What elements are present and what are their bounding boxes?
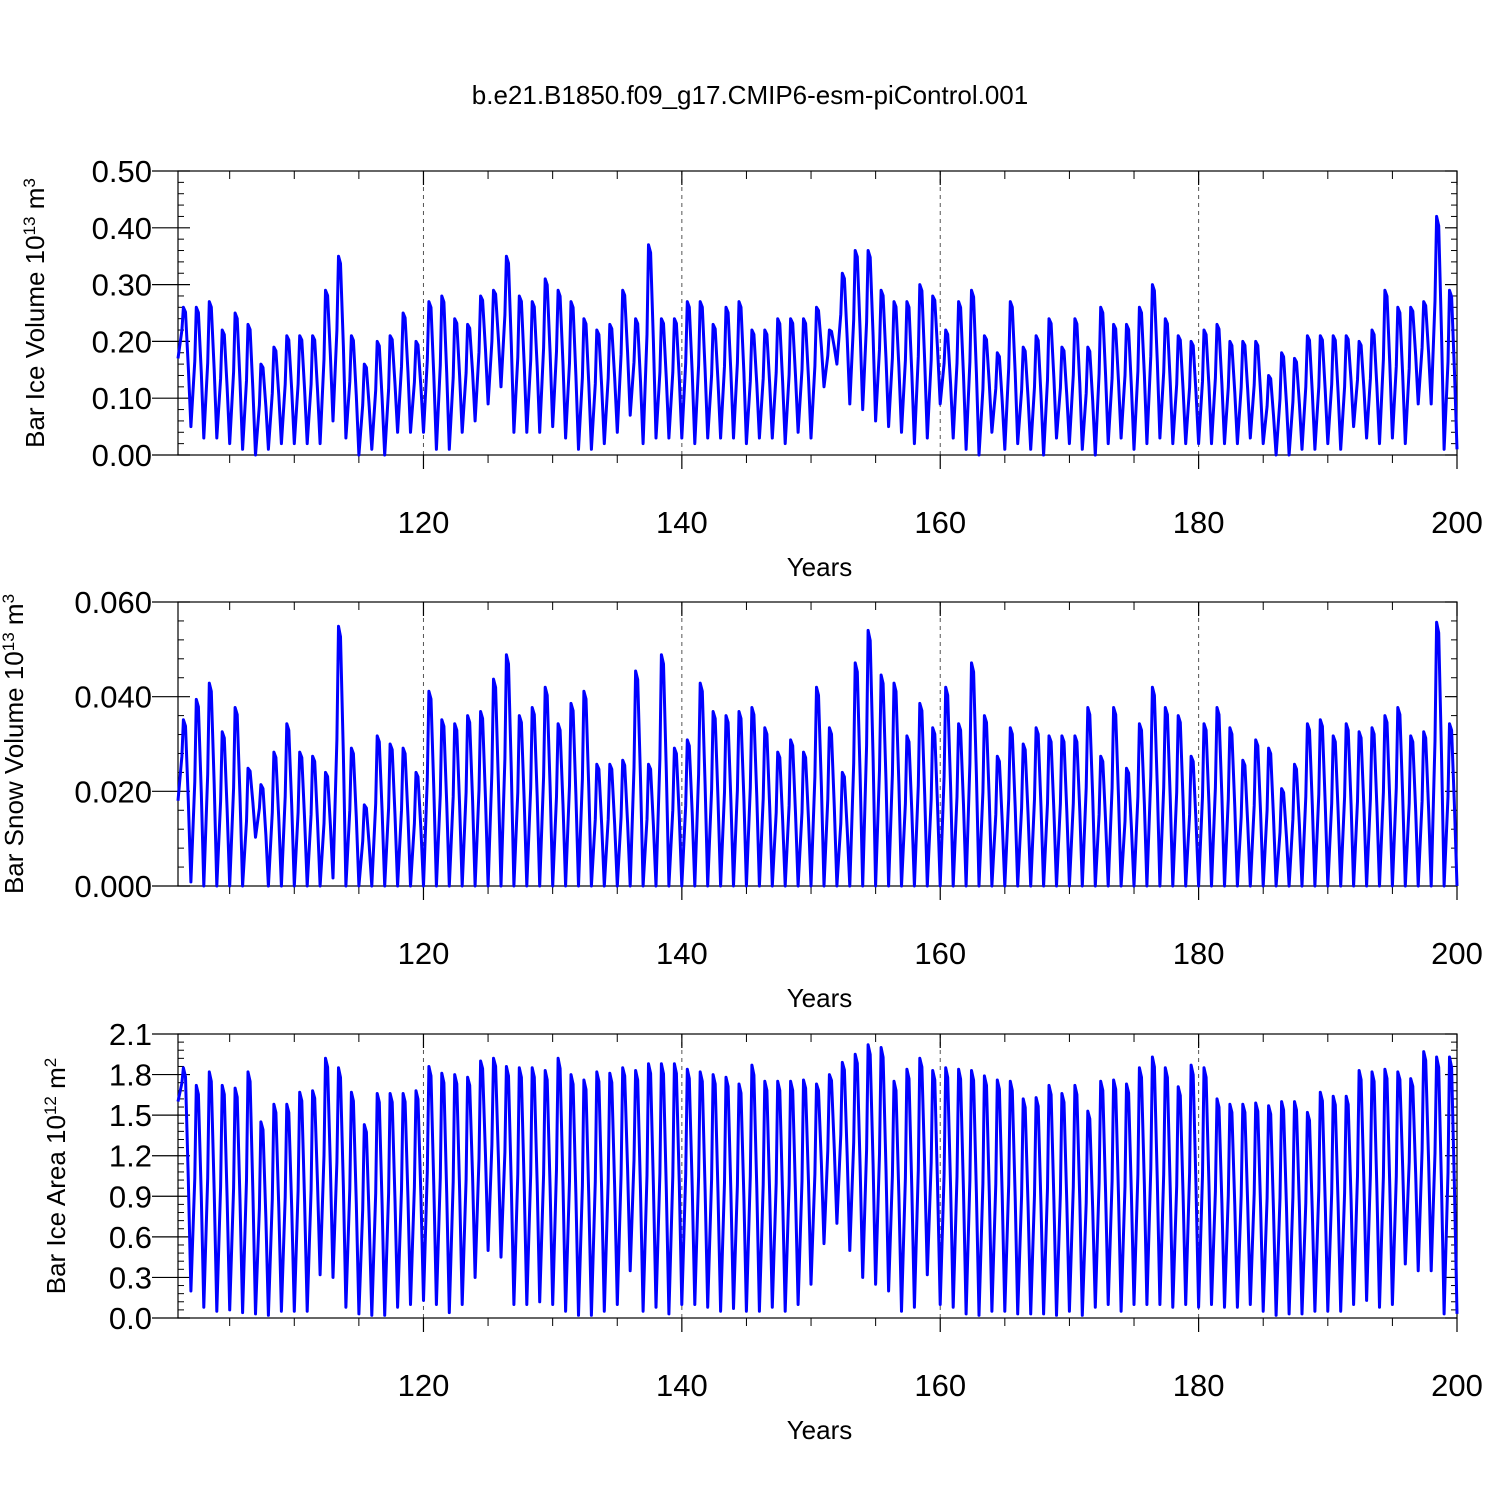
x-tick-label: 120 bbox=[398, 936, 450, 971]
x-tick-label: 160 bbox=[914, 505, 966, 540]
y-tick-label: 0.000 bbox=[74, 869, 152, 904]
plot-frame bbox=[177, 170, 1458, 456]
x-tick-label: 160 bbox=[914, 1368, 966, 1403]
x-axis-label: Years bbox=[787, 983, 853, 1013]
y-axis-label: Bar Snow Volume 1013 m3 bbox=[0, 594, 29, 894]
series-line bbox=[176, 620, 1459, 888]
y-axis-label-superscript: 3 bbox=[0, 594, 18, 603]
y-axis-label-part: Bar Snow Volume 10 bbox=[0, 651, 29, 894]
y-axis-label-superscript: 13 bbox=[0, 632, 18, 651]
y-tick-label: 0.50 bbox=[92, 154, 152, 189]
y-axis-label-part: m bbox=[41, 1067, 71, 1096]
x-axis-label: Years bbox=[787, 1415, 853, 1445]
y-axis-label-part: m bbox=[20, 188, 50, 217]
y-tick-label: 0.00 bbox=[92, 438, 152, 473]
y-axis-label-part: Bar Ice Area 10 bbox=[41, 1115, 71, 1294]
x-tick-label: 180 bbox=[1173, 1368, 1225, 1403]
x-tick-label: 200 bbox=[1431, 936, 1483, 971]
x-axis-label: Years bbox=[787, 552, 853, 582]
y-axis-label-superscript: 2 bbox=[41, 1058, 60, 1067]
y-tick-label: 0.40 bbox=[92, 211, 152, 246]
y-tick-label: 0.9 bbox=[109, 1179, 152, 1214]
series-line bbox=[176, 214, 1459, 457]
y-tick-label: 0.6 bbox=[109, 1220, 152, 1255]
x-tick-label: 140 bbox=[656, 1368, 708, 1403]
panel-ice-area: 0.0 0.3 0.6 0.9 1.2 1.5 1.8 2.1 120 140 160 180 200 Y… bbox=[41, 1017, 1483, 1445]
y-axis-label-superscript: 3 bbox=[20, 178, 39, 187]
x-tick-label: 120 bbox=[398, 505, 450, 540]
y-tick-label: 1.2 bbox=[109, 1139, 152, 1174]
y-axis-label-superscript: 13 bbox=[20, 216, 39, 235]
x-tick-label: 140 bbox=[656, 505, 708, 540]
panel-ice-volume: 0.00 0.10 0.20 0.30 0.40 0.50 120 140 160 180 200 Y… bbox=[20, 154, 1483, 582]
y-tick-label: 0.0 bbox=[109, 1301, 152, 1336]
panel-snow-volume: 0.000 0.020 0.040 0.060 120 140 160 180 200 Years… bbox=[0, 585, 1483, 1013]
y-axis-label-part: m bbox=[0, 603, 29, 632]
x-tick-label: 180 bbox=[1173, 505, 1225, 540]
y-axis-label: Bar Ice Volume 1013 m3 bbox=[20, 178, 50, 448]
x-tick-label: 200 bbox=[1431, 505, 1483, 540]
x-tick-label: 200 bbox=[1431, 1368, 1483, 1403]
y-axis-label-superscript: 12 bbox=[41, 1096, 60, 1115]
y-axis-label-part: Bar Ice Volume 10 bbox=[20, 235, 50, 447]
y-tick-label: 0.040 bbox=[74, 680, 152, 715]
series-line bbox=[176, 1043, 1459, 1317]
y-tick-label: 1.8 bbox=[109, 1058, 152, 1093]
y-tick-label: 0.30 bbox=[92, 268, 152, 303]
x-tick-label: 140 bbox=[656, 936, 708, 971]
x-tick-label: 160 bbox=[914, 936, 966, 971]
y-axis-label: Bar Ice Area 1012 m2 bbox=[41, 1058, 71, 1295]
plot-frame bbox=[177, 601, 1458, 887]
figure-title: b.e21.B1850.f09_g17.CMIP6-esm-piControl.… bbox=[471, 80, 1029, 110]
y-tick-label: 2.1 bbox=[109, 1017, 152, 1052]
y-tick-label: 0.060 bbox=[74, 585, 152, 620]
y-tick-label: 0.10 bbox=[92, 381, 152, 416]
x-tick-label: 120 bbox=[398, 1368, 450, 1403]
y-tick-label: 1.5 bbox=[109, 1098, 152, 1133]
y-tick-label: 0.3 bbox=[109, 1260, 152, 1295]
y-tick-label: 0.20 bbox=[92, 324, 152, 359]
x-tick-label: 180 bbox=[1173, 936, 1225, 971]
y-tick-label: 0.020 bbox=[74, 774, 152, 809]
plot-frame bbox=[177, 1033, 1458, 1319]
